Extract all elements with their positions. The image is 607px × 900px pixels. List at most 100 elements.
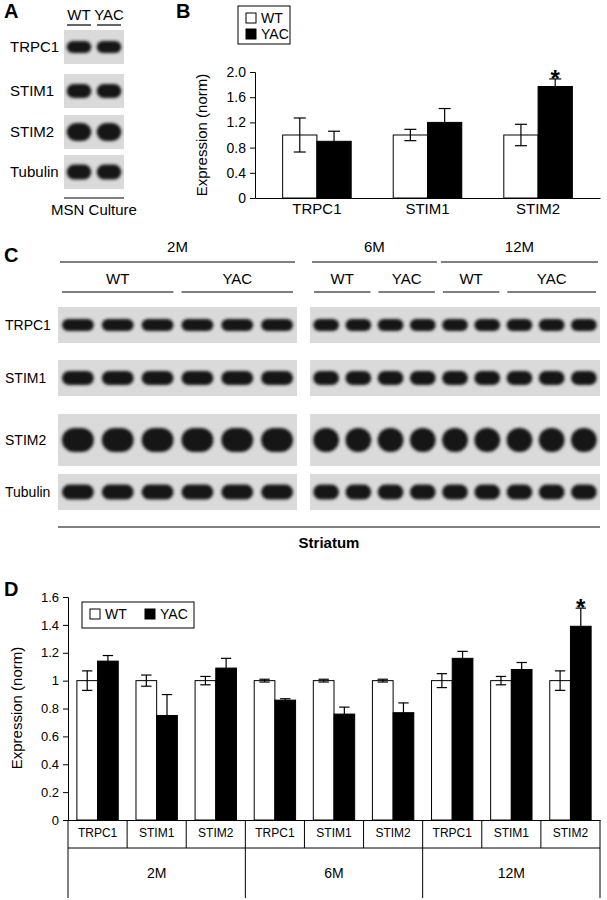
error-cap <box>457 651 467 652</box>
error-cap <box>141 674 151 675</box>
error-bar <box>496 676 506 684</box>
blot-membrane <box>58 474 297 510</box>
x-tick-label: STIM2 <box>375 826 411 840</box>
legend: WTYAC <box>82 602 194 628</box>
error-bar <box>162 695 172 737</box>
error-cap <box>339 707 349 708</box>
blot-band <box>62 428 94 452</box>
column-label: WT <box>331 270 354 287</box>
error-cap <box>439 136 451 137</box>
error-stem <box>441 674 442 688</box>
error-cap <box>328 151 340 152</box>
error-cap <box>555 670 565 671</box>
error-cap <box>496 684 506 685</box>
column-label: WT <box>459 270 482 287</box>
column-label: YAC <box>537 270 567 287</box>
legend-label: YAC <box>160 606 188 622</box>
row-label: TRPC1 <box>5 317 51 333</box>
legend-frame <box>82 602 194 628</box>
chart: D*00.20.40.60.811.21.41.6TRPC1STIM1STIM2… <box>4 578 601 898</box>
blot-band <box>539 428 565 452</box>
blot-band <box>313 371 339 385</box>
significance-marker: * <box>576 594 586 621</box>
bar <box>393 135 427 198</box>
x-tick-label: STIM1 <box>316 826 352 840</box>
blot-band <box>474 371 500 385</box>
bar <box>491 681 512 820</box>
category-separator <box>186 820 187 848</box>
group-label: 12M <box>505 238 534 255</box>
error-cap <box>259 679 269 680</box>
y-tick-mark <box>250 122 255 123</box>
y-axis: 00.40.81.21.62.0 <box>227 64 256 206</box>
blot-membrane <box>58 307 297 343</box>
y-tick-mark <box>250 72 255 73</box>
error-bar <box>328 131 340 151</box>
blot-membrane <box>64 115 124 149</box>
y-tick-label: 0 <box>52 813 59 828</box>
error-cap <box>515 145 527 146</box>
blot-membrane <box>64 155 124 189</box>
group-table-line <box>68 848 600 849</box>
error-cap <box>141 686 151 687</box>
group-label: 6M <box>364 238 385 255</box>
x-tick: STIM1 <box>316 820 352 840</box>
error-stem <box>520 124 521 145</box>
error-cap <box>82 670 92 671</box>
y-axis-line <box>63 598 69 821</box>
chart: B*00.40.81.21.62.0TRPC1STIM1STIM2Express… <box>176 0 601 217</box>
column-label: YAC <box>222 270 252 287</box>
blot-membrane <box>310 474 600 510</box>
error-bar <box>200 676 210 684</box>
y-tick: 1.6 <box>41 590 68 605</box>
blot-band <box>539 371 565 385</box>
error-bar <box>404 129 416 140</box>
blot-band <box>378 428 404 452</box>
x-tick: TRPC1 <box>255 820 295 840</box>
y-tick: 0.4 <box>227 165 255 181</box>
y-tick-mark <box>63 792 68 793</box>
error-cap <box>378 681 388 682</box>
blot-band <box>67 84 92 98</box>
y-tick: 1.6 <box>227 89 255 105</box>
bar <box>372 681 393 820</box>
blot-band <box>102 371 134 385</box>
error-stem <box>462 651 463 665</box>
column-underline <box>182 291 294 292</box>
blot-band <box>474 485 500 500</box>
error-stem <box>333 131 334 151</box>
blot-band <box>507 319 533 331</box>
blot-band <box>261 319 293 331</box>
y-tick: 1.2 <box>227 114 255 130</box>
y-tick-mark <box>63 597 68 598</box>
bar <box>432 681 453 820</box>
column-underline <box>443 291 499 292</box>
error-cap <box>517 662 527 663</box>
error-bar <box>339 707 349 721</box>
blot-band <box>507 371 533 385</box>
y-tick-mark <box>63 681 68 682</box>
x-tick-label: STIM2 <box>516 200 560 217</box>
y-tick-mark <box>63 625 68 626</box>
y-tick-label: 0 <box>238 190 246 206</box>
blot-band <box>221 428 253 452</box>
y-tick: 1.4 <box>41 618 68 633</box>
y-axis-title: Expression (norm) <box>8 647 25 770</box>
blot-membrane <box>310 414 600 466</box>
error-cap <box>549 93 561 94</box>
blot-band <box>261 371 293 385</box>
error-stem <box>500 676 501 684</box>
group-line <box>441 261 598 262</box>
blot-band <box>442 428 468 452</box>
error-cap <box>162 736 172 737</box>
panel-label: C <box>4 244 18 266</box>
y-tick-label: 1.2 <box>227 114 247 130</box>
legend-swatch <box>145 609 155 619</box>
y-tick-label: 0.4 <box>41 757 59 772</box>
x-axis: TRPC1STIM1STIM2TRPC1STIM1STIM2TRPC1STIM1… <box>69 820 601 840</box>
error-stem <box>410 129 411 140</box>
blot-band <box>345 428 371 452</box>
error-bar <box>378 679 388 682</box>
x-tick-label: TRPC1 <box>78 826 118 840</box>
blot-band <box>571 319 597 331</box>
